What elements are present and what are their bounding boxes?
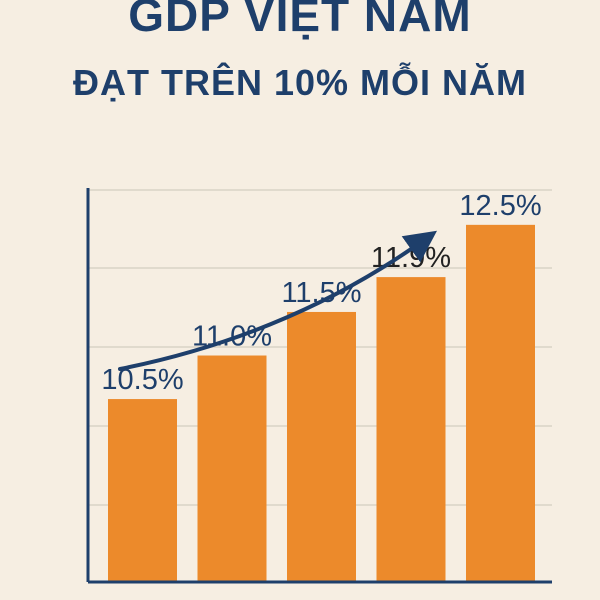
bar bbox=[376, 277, 446, 582]
bar bbox=[197, 355, 267, 582]
trend-arrow bbox=[118, 230, 438, 371]
data-label: 12.5% bbox=[459, 190, 541, 222]
chart-subtitle: ĐẠT TRÊN 10% MỖI NĂM bbox=[72, 62, 528, 103]
data-label: 11.5% bbox=[281, 277, 361, 309]
data-labels: 10.5%11.0%11.5%11.9%12.5% bbox=[101, 190, 541, 396]
data-label: 10.5% bbox=[101, 364, 183, 396]
chart-title: GDP VIỆT NAM bbox=[128, 0, 472, 41]
bar bbox=[466, 224, 535, 582]
bars bbox=[108, 224, 535, 582]
bar bbox=[287, 311, 356, 582]
trend-arrow-icon bbox=[118, 230, 438, 371]
bar bbox=[108, 399, 177, 582]
axes bbox=[86, 188, 552, 584]
